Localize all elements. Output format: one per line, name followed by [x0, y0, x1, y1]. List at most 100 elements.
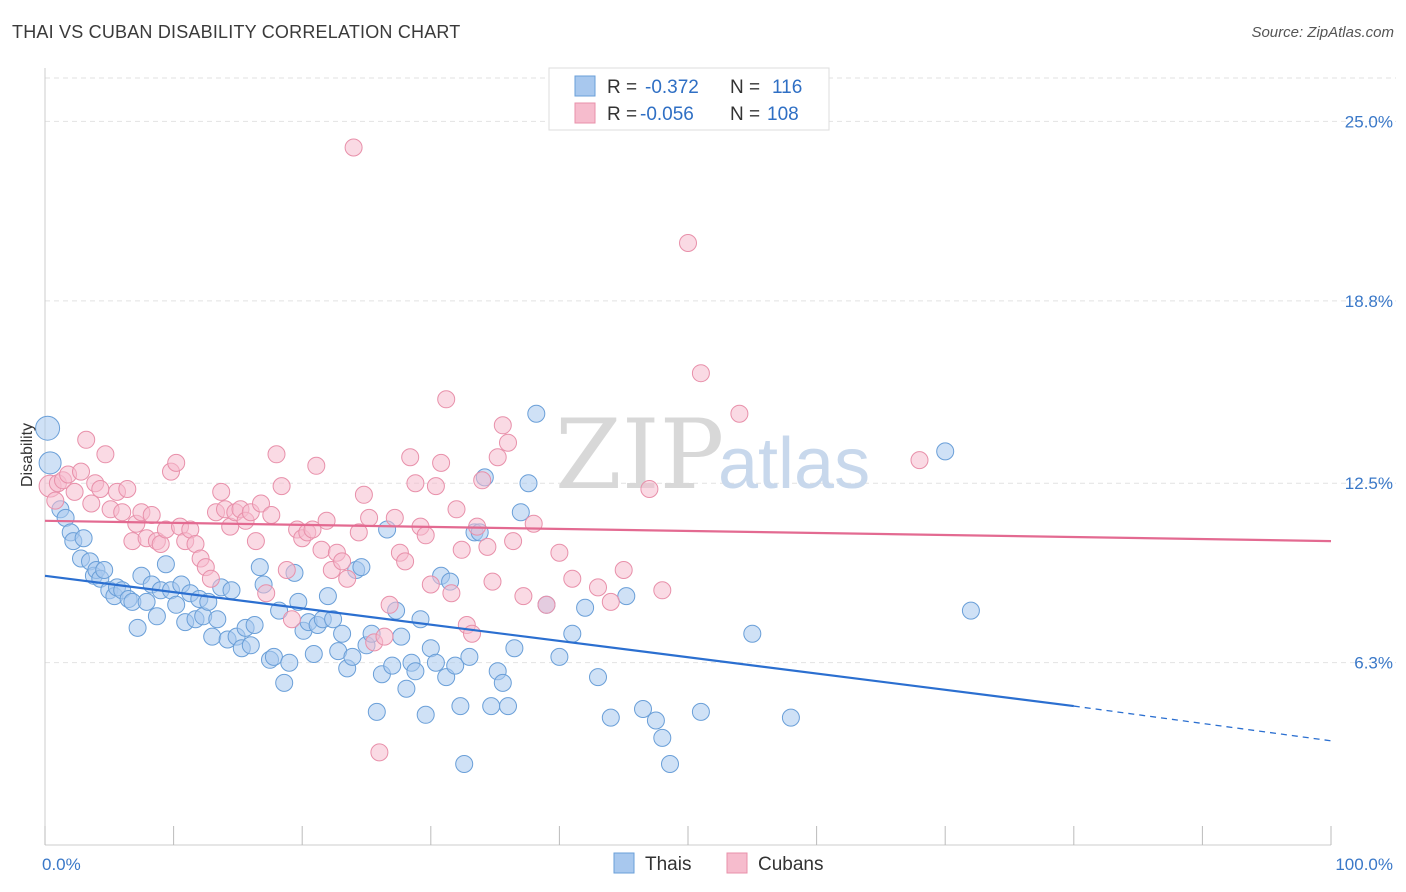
- thais-point: [499, 697, 517, 716]
- cubans-point: [246, 532, 265, 551]
- thais-point: [343, 647, 362, 666]
- thais-point: [451, 697, 470, 716]
- thais-point: [35, 415, 61, 441]
- bottom-legend-swatch-cubans: [726, 852, 748, 874]
- cubans-point: [442, 584, 461, 603]
- legend-n-value-thais: 116: [772, 77, 802, 98]
- cubans-point: [416, 526, 435, 545]
- thais-point: [961, 601, 980, 620]
- grid-lines: [45, 77, 1396, 664]
- thais-point: [203, 627, 222, 646]
- cubans-trend-line: [44, 519, 1332, 543]
- legend-r-label-thais: R =: [607, 77, 637, 98]
- thais-point: [646, 711, 665, 730]
- cubans-point: [252, 494, 270, 513]
- cubans-point: [118, 480, 137, 498]
- cubans-point: [142, 506, 161, 524]
- thais-point: [617, 587, 636, 606]
- legend-swatch-cubans: [574, 102, 596, 124]
- cubans-point: [380, 595, 399, 614]
- legend-r-label-cubans: R =: [607, 104, 637, 125]
- cubans-point: [550, 543, 569, 562]
- cubans-point: [473, 471, 492, 490]
- cubans-point: [452, 540, 471, 559]
- thais-point: [289, 592, 308, 611]
- thais-point: [128, 618, 147, 637]
- thais-point: [634, 700, 652, 718]
- cubans-point: [267, 445, 286, 464]
- cubans-point: [679, 234, 697, 252]
- bottom-legend: Thais Cubans: [613, 852, 824, 875]
- series-cubans: [38, 138, 929, 762]
- thais-point: [74, 529, 93, 548]
- bottom-legend-label-thais: Thais: [645, 854, 691, 875]
- cubans-point: [212, 482, 231, 501]
- thais-point: [406, 662, 425, 681]
- cubans-point: [589, 578, 607, 597]
- cubans-point: [910, 451, 929, 470]
- thais-point: [280, 653, 299, 672]
- cubans-point: [277, 561, 296, 579]
- legend-r-value-cubans: -0.056: [640, 104, 694, 125]
- cubans-point: [421, 575, 440, 594]
- thais-point: [550, 647, 569, 666]
- cubans-point: [262, 506, 281, 524]
- thais-point: [563, 624, 582, 643]
- cubans-point: [447, 500, 466, 519]
- thais-point: [250, 558, 269, 577]
- cubans-point: [338, 569, 357, 588]
- thais-point: [318, 587, 337, 606]
- cubans-point: [426, 477, 445, 496]
- cubans-point: [65, 482, 84, 501]
- thais-point: [352, 558, 371, 577]
- cubans-point: [77, 430, 96, 449]
- thais-point: [482, 697, 501, 716]
- cubans-point: [333, 552, 352, 571]
- chart-title: THAI VS CUBAN DISABILITY CORRELATION CHA…: [12, 22, 461, 42]
- thais-trend-line: [44, 574, 1074, 708]
- cubans-point: [499, 433, 517, 452]
- cubans-point: [730, 404, 749, 423]
- thais-point: [264, 647, 283, 666]
- cubans-point: [307, 456, 326, 475]
- cubans-point: [354, 485, 373, 504]
- thais-point: [661, 755, 679, 773]
- legend-n-value-cubans: 108: [767, 104, 799, 125]
- cubans-point: [406, 474, 425, 493]
- cubans-point: [432, 453, 451, 472]
- thais-point: [383, 656, 402, 675]
- cubans-point: [113, 503, 132, 522]
- cubans-point: [272, 477, 291, 496]
- cubans-point: [91, 480, 110, 498]
- thais-point: [304, 645, 323, 663]
- thais-point: [333, 624, 352, 643]
- cubans-point: [167, 453, 186, 472]
- cubans-point: [601, 592, 620, 611]
- thais-point: [601, 708, 620, 727]
- x-tick-label: 0.0%: [42, 855, 81, 874]
- thais-point: [392, 627, 411, 646]
- thais-point: [493, 673, 512, 692]
- x-tick-label: 100.0%: [1335, 855, 1393, 874]
- thais-point: [576, 598, 595, 617]
- cubans-point: [463, 624, 481, 643]
- cubans-point: [504, 532, 523, 551]
- cubans-point: [46, 491, 65, 510]
- thais-point: [519, 474, 538, 493]
- cubans-point: [640, 480, 659, 498]
- thais-point: [367, 702, 386, 721]
- cubans-point: [344, 138, 363, 157]
- bottom-legend-label-cubans: Cubans: [758, 854, 824, 875]
- cubans-point: [401, 448, 420, 467]
- cubans-point: [478, 537, 497, 556]
- thais-point: [156, 555, 175, 574]
- thais-point: [241, 636, 260, 655]
- cubans-point: [375, 627, 394, 646]
- thais-point: [781, 708, 800, 727]
- thais-point: [460, 647, 479, 666]
- thais-point: [222, 581, 241, 600]
- cubans-point: [483, 572, 502, 591]
- thais-point: [589, 668, 607, 687]
- thais-point: [527, 404, 546, 423]
- trend-lines: [44, 519, 1332, 742]
